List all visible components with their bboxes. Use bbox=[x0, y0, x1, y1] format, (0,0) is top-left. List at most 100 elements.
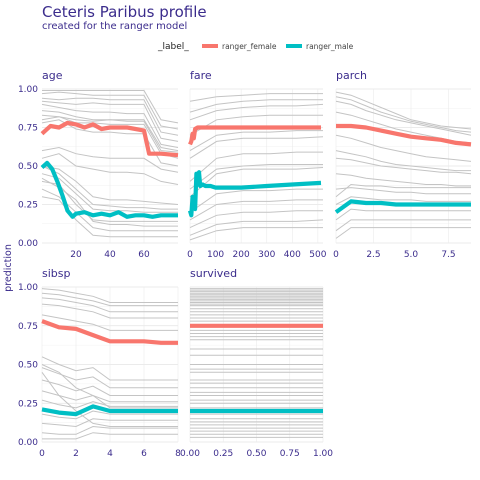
background-profile-line bbox=[335, 91, 472, 130]
panel-title-parch: parch bbox=[336, 69, 367, 82]
background-profile-line bbox=[335, 183, 471, 198]
background-profile-line bbox=[189, 136, 324, 159]
background-profile-line bbox=[41, 153, 179, 185]
x-tick-label: 400 bbox=[284, 250, 301, 260]
chart-title: Ceteris Paribus profile bbox=[42, 3, 207, 21]
background-profile-line bbox=[189, 99, 323, 113]
background-profile-line bbox=[41, 292, 178, 307]
x-tick-label: 0.50 bbox=[246, 449, 266, 459]
series-line-ranger-male bbox=[40, 160, 178, 219]
background-profile-line bbox=[189, 210, 323, 229]
background-profile-line bbox=[41, 418, 178, 428]
background-profile-line bbox=[189, 227, 323, 241]
x-tick-label: 0.25 bbox=[213, 449, 233, 459]
background-profile-line bbox=[41, 165, 178, 210]
background-profile-line bbox=[41, 97, 179, 136]
background-profiles bbox=[335, 91, 472, 239]
background-profile-line bbox=[41, 390, 178, 403]
background-profile-line bbox=[189, 199, 323, 221]
legend-label-ranger-male: ranger_male bbox=[306, 42, 354, 51]
y-tick-label: 0.25 bbox=[18, 201, 38, 211]
x-tick-label: 60 bbox=[138, 250, 150, 260]
series-line-ranger-female bbox=[41, 319, 178, 345]
background-profile-line bbox=[335, 100, 472, 136]
background-profile-line bbox=[189, 103, 324, 121]
background-profile-line bbox=[41, 146, 179, 173]
y-tick-label: 0.00 bbox=[18, 438, 38, 448]
background-profile-line bbox=[41, 100, 179, 142]
background-profile-line bbox=[335, 173, 471, 187]
background-profile-line bbox=[41, 356, 178, 381]
panel-title-age: age bbox=[42, 69, 63, 82]
y-tick-label: 1.00 bbox=[18, 85, 38, 95]
series-line-ranger-male bbox=[334, 199, 471, 214]
y-tick-label: 0.50 bbox=[18, 361, 38, 371]
panel-title-survived: survived bbox=[190, 267, 237, 280]
x-tick-label: 0 bbox=[187, 250, 193, 260]
series-line-ranger-male bbox=[187, 170, 322, 218]
x-tick-label: 2.5 bbox=[366, 250, 380, 260]
y-tick-label: 0.75 bbox=[18, 124, 38, 134]
background-profile-line bbox=[335, 196, 471, 205]
panel-survived: survived 0.00 0.25 0.50 0.75 1.00 bbox=[180, 267, 333, 459]
gridlines bbox=[189, 88, 323, 244]
panel-age: age 0.00 0.25 0.50 0.75 1.00 20 40 60 bbox=[18, 69, 179, 260]
background-profile-line bbox=[41, 114, 179, 159]
x-tick-label: 1.00 bbox=[313, 449, 333, 459]
x-tick-label: 5.0 bbox=[404, 250, 419, 260]
background-profile-line bbox=[335, 208, 471, 221]
x-tick-label: 0.75 bbox=[280, 449, 300, 459]
background-profile-line bbox=[41, 116, 179, 153]
series-line-ranger-female bbox=[188, 125, 321, 146]
background-profile-line bbox=[41, 303, 178, 319]
background-profile-line bbox=[335, 219, 471, 232]
background-profile-line bbox=[335, 187, 471, 195]
background-profile-line bbox=[335, 96, 472, 133]
x-tick-label: 200 bbox=[233, 250, 250, 260]
background-profile-line bbox=[41, 379, 178, 396]
legend: _label_ ranger_female ranger_male bbox=[157, 42, 354, 52]
y-tick-label: 0.00 bbox=[18, 239, 38, 249]
x-tick-label: 8 bbox=[175, 449, 181, 459]
x-tick-label: 6 bbox=[141, 449, 147, 459]
background-profile-line bbox=[189, 164, 323, 190]
background-profile-line bbox=[335, 134, 472, 162]
background-profiles bbox=[190, 288, 323, 438]
x-tick-label: 20 bbox=[70, 250, 82, 260]
background-profiles bbox=[41, 288, 178, 440]
background-profile-line bbox=[41, 297, 178, 313]
x-tick-label: 500 bbox=[309, 250, 326, 260]
background-profiles bbox=[189, 93, 324, 241]
y-tick-label: 1.00 bbox=[18, 283, 38, 293]
x-tick-label: 2 bbox=[73, 449, 79, 459]
series-line-ranger-female bbox=[40, 120, 179, 158]
background-profile-line bbox=[41, 165, 179, 205]
x-tick-label: 40 bbox=[104, 250, 116, 260]
background-profile-line bbox=[42, 90, 179, 124]
background-profile-line bbox=[335, 150, 471, 172]
background-profile-line bbox=[41, 372, 178, 427]
panel-title-sibsp: sibsp bbox=[42, 267, 71, 280]
panel-fare: fare 0 100 200 300 400 500 bbox=[187, 69, 327, 260]
series-line-ranger-male bbox=[41, 404, 178, 417]
panel-parch: parch 0 2.5 5.0 7.5 bbox=[333, 69, 472, 260]
y-axis-label: prediction bbox=[3, 244, 14, 292]
panel-sibsp: sibsp 0.00 0.25 0.50 0.75 1.00 0 2 4 6 8 bbox=[18, 267, 181, 459]
background-profile-line bbox=[41, 314, 178, 331]
background-profile-line bbox=[41, 177, 178, 227]
background-profile-line bbox=[42, 432, 178, 440]
background-profile-line bbox=[41, 399, 178, 409]
y-tick-label: 0.25 bbox=[18, 399, 38, 409]
gridlines bbox=[41, 286, 179, 443]
background-profile-line bbox=[189, 188, 323, 213]
background-profile-line bbox=[189, 93, 323, 102]
background-profile-line bbox=[41, 288, 178, 303]
x-tick-label: 300 bbox=[258, 250, 275, 260]
background-profile-line bbox=[41, 173, 178, 213]
x-tick-label: 0.00 bbox=[180, 449, 200, 459]
legend-label-ranger-female: ranger_female bbox=[222, 42, 277, 51]
x-tick-label: 4 bbox=[107, 449, 113, 459]
background-profile-line bbox=[335, 227, 471, 239]
